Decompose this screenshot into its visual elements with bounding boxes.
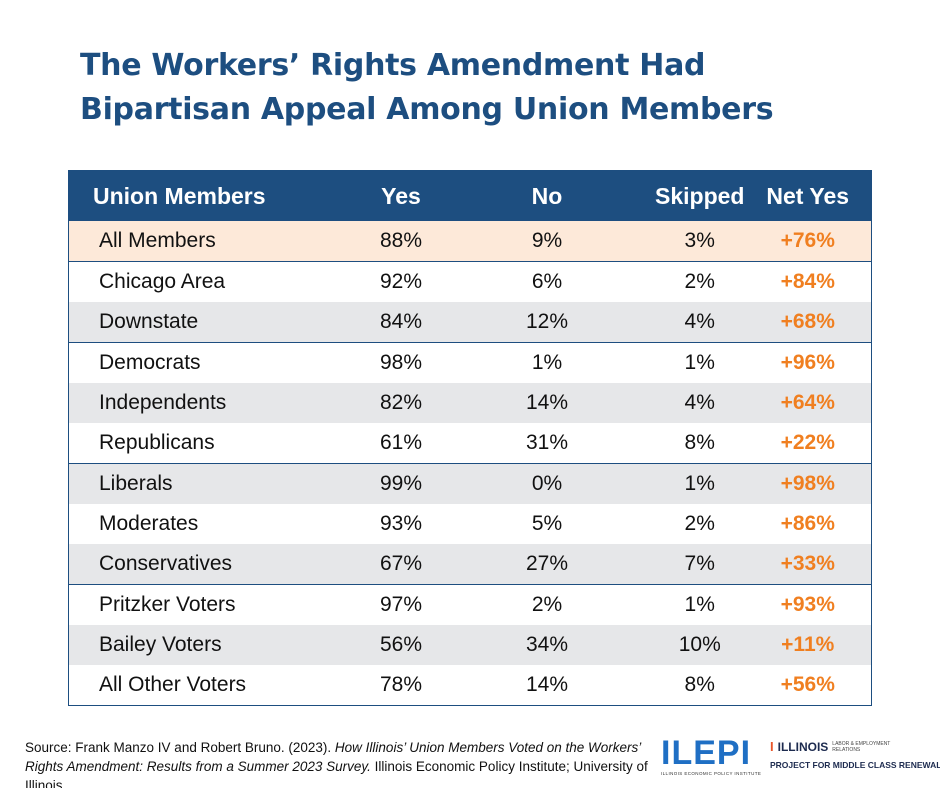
header-no: No [439,170,655,221]
skipped-cell: 1% [684,593,715,616]
row-label: Democrats [99,351,201,374]
yes-cell: 84% [363,302,439,343]
source-note: Source: Frank Manzo IV and Robert Bruno.… [25,738,653,788]
header-net-yes: Net Yes [744,170,872,221]
skipped-cell: 1% [655,463,745,504]
net-yes-cell: +68% [744,302,872,343]
results-table: Union Members Yes No Skipped Net Yes All… [68,170,872,706]
illinois-logo-text: ILLINOIS [777,740,829,754]
no-cell: 0% [439,463,655,504]
header-yes: Yes [363,170,439,221]
table-row: All Members 88% 9% 3% +76% [68,221,872,262]
table-row: Liberals 99% 0% 1% +98% [68,463,872,504]
title-line-1: The Workers’ Rights Amendment Had [80,48,706,83]
table-row: Conservatives 67% 27% 7% +33% [68,544,872,585]
illinois-block-i-icon: I [770,739,774,754]
row-label: All Other Voters [99,673,247,696]
table-row: All Other Voters 78% 14% 8% +56% [69,665,872,706]
header-skipped: Skipped [655,170,745,221]
yes-cell: 98% [379,351,423,374]
yes-cell: 56% [363,625,439,665]
table-row: Republicans 61% 31% 8% +22% [68,423,872,464]
net-yes-cell: +96% [780,351,835,374]
net-yes-cell: +11% [744,625,872,665]
net-yes-cell: +56% [780,673,835,696]
table-row: Moderates 93% 5% 2% +86% [69,504,872,544]
row-label: Conservatives [68,544,363,585]
illinois-logo-block: I ILLINOIS LABOR & EMPLOYMENT RELATIONS … [770,739,940,771]
net-yes-cell: +64% [744,383,872,423]
table-row: Independents 82% 14% 4% +64% [68,383,872,423]
yes-cell: 88% [363,221,439,262]
table-row: Pritzker Voters 97% 2% 1% +93% [69,585,872,626]
no-cell: 14% [525,673,569,696]
skipped-cell: 4% [655,383,745,423]
skipped-cell: 8% [655,423,745,464]
no-cell: 31% [439,423,655,464]
net-yes-cell: +22% [744,423,872,464]
table-row: Chicago Area 92% 6% 2% +84% [69,262,872,303]
table-row: Democrats 98% 1% 1% +96% [69,343,872,384]
ilepi-logo-subtitle: ILLINOIS ECONOMIC POLICY INSTITUTE [661,771,762,776]
row-label: Republicans [68,423,363,464]
no-cell: 27% [439,544,655,585]
yes-cell: 93% [379,512,423,535]
skipped-cell: 7% [655,544,745,585]
row-label: Pritzker Voters [99,593,236,616]
yes-cell: 82% [363,383,439,423]
source-prefix: Source: Frank Manzo IV and Robert Bruno.… [25,740,335,755]
no-cell: 6% [531,270,563,293]
row-label: Chicago Area [99,270,226,293]
skipped-cell: 2% [684,512,715,535]
row-label: Downstate [68,302,363,343]
yes-cell: 78% [379,673,423,696]
no-cell: 9% [439,221,655,262]
skipped-cell: 3% [655,221,745,262]
skipped-cell: 10% [655,625,745,665]
no-cell: 14% [439,383,655,423]
ilepi-logo-block: ILEPI ILLINOIS ECONOMIC POLICY INSTITUTE [661,734,762,776]
net-yes-cell: +84% [780,270,835,293]
net-yes-cell: +33% [744,544,872,585]
yes-cell: 97% [379,593,423,616]
net-yes-cell: +76% [744,221,872,262]
table-row: Downstate 84% 12% 4% +68% [68,302,872,343]
yes-cell: 67% [363,544,439,585]
illinois-logo-subtitle: LABOR & EMPLOYMENT RELATIONS [832,741,891,753]
net-yes-cell: +86% [780,512,835,535]
no-cell: 34% [439,625,655,665]
no-cell: 12% [439,302,655,343]
title-line-2: Bipartisan Appeal Among Union Members [80,92,774,127]
project-name: PROJECT FOR MIDDLE CLASS RENEWAL [770,760,940,770]
skipped-cell: 4% [655,302,745,343]
net-yes-cell: +98% [744,463,872,504]
row-label: Bailey Voters [68,625,363,665]
yes-cell: 99% [363,463,439,504]
yes-cell: 61% [363,423,439,464]
net-yes-cell: +93% [780,593,835,616]
yes-cell: 92% [379,270,423,293]
ilepi-logo: ILEPI [661,734,752,772]
no-cell: 1% [531,351,563,374]
table-header: Union Members Yes No Skipped Net Yes [68,170,872,221]
skipped-cell: 1% [684,351,715,374]
skipped-cell: 2% [684,270,715,293]
source-suffix: Illinois Economic Policy Institute; Univ… [25,759,648,788]
header-union-members: Union Members [68,170,363,221]
row-label: Independents [68,383,363,423]
row-label: All Members [68,221,363,262]
source-title: How Illinois’ Union Members Voted on the… [25,740,641,774]
row-label: Moderates [99,512,199,535]
skipped-cell: 8% [684,673,715,696]
no-cell: 5% [531,512,563,535]
row-label: Liberals [68,463,363,504]
table-row: Bailey Voters 56% 34% 10% +11% [68,625,872,665]
no-cell: 2% [531,593,563,616]
illinois-logo: I ILLINOIS LABOR & EMPLOYMENT RELATIONS [770,739,935,755]
page-title: The Workers’ Rights Amendment Had Bipart… [80,44,774,132]
